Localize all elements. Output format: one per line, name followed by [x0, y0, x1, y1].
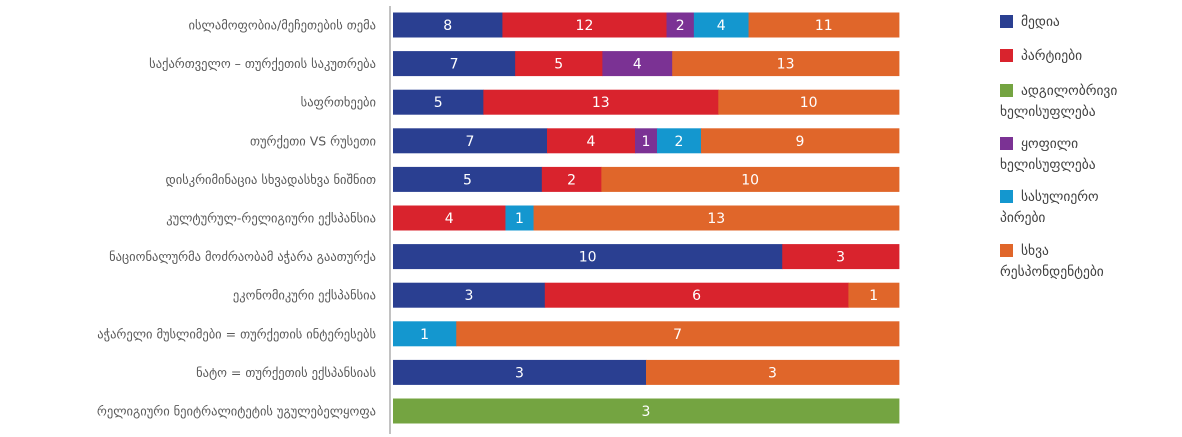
- bar-segment: [393, 166, 543, 192]
- value-label: 1: [642, 134, 651, 150]
- legend-label: ხელისუფლება: [1000, 104, 1096, 120]
- value-label: 4: [633, 57, 642, 73]
- value-label: 3: [768, 365, 777, 381]
- category-label: ნატო = თურქეთის ექსპანსიას: [196, 365, 376, 380]
- value-label: 5: [554, 57, 563, 73]
- bar-segment: [393, 398, 900, 424]
- legend-swatch: [1000, 190, 1013, 203]
- value-label: 11: [815, 18, 833, 34]
- category-label: რელიგიური ნეიტრალიტეტის უგულებელყოფა: [97, 404, 376, 419]
- value-label: 10: [579, 250, 597, 266]
- legend-label: სასულიერო: [1021, 188, 1099, 205]
- bar-segment: [393, 205, 506, 231]
- bar-segment: [393, 51, 516, 77]
- bar-segment: [693, 12, 749, 38]
- bar-segment: [515, 51, 603, 77]
- bar-segment: [748, 12, 900, 38]
- bar-segment: [666, 12, 695, 38]
- legend-swatch: [1000, 15, 1013, 28]
- category-label: ნაციონალურმა მოძრაობამ აჭარა გაათურქა: [109, 249, 376, 264]
- value-label: 10: [800, 95, 818, 111]
- value-label: 1: [515, 211, 524, 227]
- bar-segment: [544, 282, 849, 308]
- bar-segment: [657, 128, 702, 154]
- category-label: აჭარელი მუსლიმები = თურქეთის ინტერესებს: [97, 326, 376, 341]
- legend: მედია პარტიები ადგილობრივი ხელისუფლება ყოფილ…: [1000, 14, 1117, 280]
- category-label: საფრთხეები: [301, 95, 376, 110]
- bar-segment: [502, 12, 667, 38]
- bar-segment: [456, 321, 900, 347]
- value-label: 1: [869, 288, 878, 304]
- category-label: კულტურულ-რელიგიური ექსპანსია: [166, 211, 376, 226]
- category-label: თურქეთი VS რუსეთი: [250, 133, 376, 148]
- category-labels: ისლამოფობია/მეჩეთების თემა საქართველო – თ…: [97, 18, 376, 419]
- bar-segment: [505, 205, 534, 231]
- bar-segment: [393, 359, 647, 385]
- bar-segment: [393, 321, 457, 347]
- bar-segment: [533, 205, 900, 231]
- bar-segment: [393, 12, 503, 38]
- value-label: 3: [464, 288, 473, 304]
- value-label: 12: [576, 18, 594, 34]
- bar-segment: [602, 51, 673, 77]
- bar-segment: [483, 89, 719, 115]
- bar-segment: [848, 282, 900, 308]
- value-label: 1: [420, 327, 429, 343]
- bar-segment: [393, 128, 548, 154]
- legend-swatch: [1000, 49, 1013, 62]
- value-label: 9: [796, 134, 805, 150]
- legend-label: სხვა: [1021, 243, 1049, 259]
- value-label: 13: [592, 95, 610, 111]
- bar-segment: [646, 359, 900, 385]
- value-label: 3: [515, 365, 524, 381]
- bar-segment: [718, 89, 900, 115]
- bar-segment: [393, 89, 484, 115]
- bar-segment: [601, 166, 900, 192]
- legend-swatch: [1000, 244, 1013, 257]
- legend-swatch: [1000, 137, 1013, 150]
- legend-label: ყოფილი: [1021, 136, 1078, 152]
- value-label: 2: [567, 172, 576, 188]
- legend-label: პარტიები: [1021, 47, 1082, 64]
- bar-segment: [782, 244, 900, 270]
- value-label: 8: [443, 18, 452, 34]
- value-label: 4: [587, 134, 596, 150]
- value-label: 3: [642, 404, 651, 420]
- bar-segment: [701, 128, 900, 154]
- bar-segment: [635, 128, 658, 154]
- value-label: 10: [741, 172, 759, 188]
- value-label: 7: [450, 57, 459, 73]
- value-label: 3: [836, 250, 845, 266]
- category-label: საქართველო – თურქეთის საკუთრება: [149, 56, 376, 71]
- value-label: 7: [466, 134, 475, 150]
- legend-label: რესპონდენტები: [1000, 263, 1104, 280]
- legend-label: მედია: [1021, 14, 1060, 30]
- value-label: 2: [676, 18, 685, 34]
- legend-swatch: [1000, 84, 1013, 97]
- value-label: 13: [707, 211, 725, 227]
- category-label: დისკრიმინაცია სხვადასხვა ნიშნით: [166, 172, 377, 187]
- bar-segment: [393, 282, 546, 308]
- bar-segment: [541, 166, 602, 192]
- value-label: 4: [717, 18, 726, 34]
- category-label: ისლამოფობია/მეჩეთების თემა: [189, 18, 376, 33]
- legend-label: ადგილობრივი: [1021, 82, 1117, 99]
- bar-segment: [393, 244, 783, 270]
- value-label: 7: [673, 327, 682, 343]
- value-label: 5: [463, 172, 472, 188]
- category-label: ეკონომიკური ექსპანსია: [233, 288, 376, 303]
- value-label: 2: [675, 134, 684, 150]
- value-label: 13: [777, 57, 795, 73]
- bar-segment: [547, 128, 636, 154]
- legend-label: პირები: [1000, 209, 1045, 226]
- legend-label: ხელისუფლება: [1000, 157, 1096, 173]
- value-label: 5: [434, 95, 443, 111]
- value-label: 6: [692, 288, 701, 304]
- value-label: 4: [445, 211, 454, 227]
- bar-segment: [672, 51, 900, 77]
